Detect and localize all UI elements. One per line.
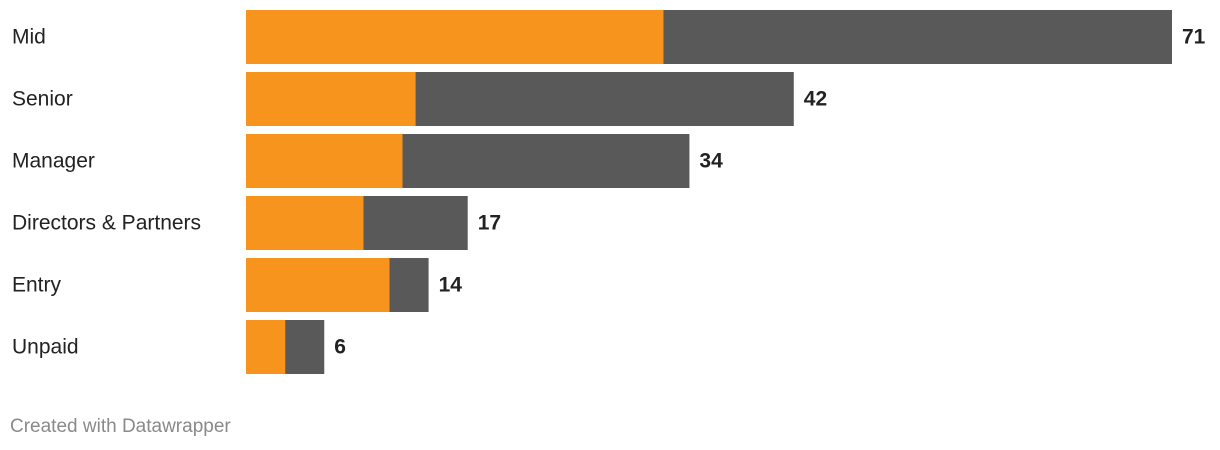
bar-segment [285, 320, 325, 374]
category-label: Directors & Partners [12, 212, 201, 235]
total-label: 42 [804, 88, 827, 111]
bar-segment [246, 196, 364, 250]
category-label: Senior [12, 88, 73, 111]
category-label: Entry [12, 274, 62, 297]
total-label: 6 [334, 336, 346, 359]
bar-segment [415, 72, 794, 126]
bar-segment [246, 320, 286, 374]
total-label: 17 [478, 212, 501, 235]
bar-segment [402, 134, 690, 188]
category-label: Manager [12, 150, 95, 173]
bar-segment [246, 72, 416, 126]
total-label: 71 [1182, 26, 1206, 49]
bar-segment [389, 258, 429, 312]
bar-segment [663, 10, 1172, 64]
bar-segment [246, 134, 403, 188]
credit: Created with Datawrapper [10, 416, 231, 437]
bar-segment [246, 258, 390, 312]
category-label: Unpaid [12, 336, 79, 359]
bar-segment [246, 10, 664, 64]
total-label: 34 [699, 150, 723, 173]
bar-segment [363, 196, 468, 250]
category-label: Mid [12, 26, 46, 49]
total-label: 14 [439, 274, 463, 297]
